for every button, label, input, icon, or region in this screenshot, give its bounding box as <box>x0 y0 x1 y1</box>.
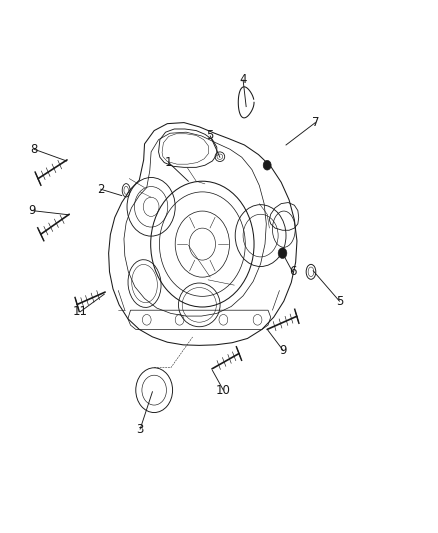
Text: 3: 3 <box>137 423 144 435</box>
Text: 1: 1 <box>165 156 173 169</box>
Circle shape <box>263 160 271 170</box>
Text: 11: 11 <box>73 305 88 318</box>
Text: 8: 8 <box>31 143 38 156</box>
Text: 5: 5 <box>207 130 214 142</box>
Text: 10: 10 <box>216 384 231 397</box>
Text: 6: 6 <box>289 265 297 278</box>
Text: 2: 2 <box>97 183 105 196</box>
Text: 9: 9 <box>279 344 287 357</box>
Text: 9: 9 <box>28 204 35 217</box>
Circle shape <box>278 248 287 259</box>
Text: 4: 4 <box>239 74 247 86</box>
Text: 7: 7 <box>311 116 319 129</box>
Text: 5: 5 <box>336 295 343 308</box>
